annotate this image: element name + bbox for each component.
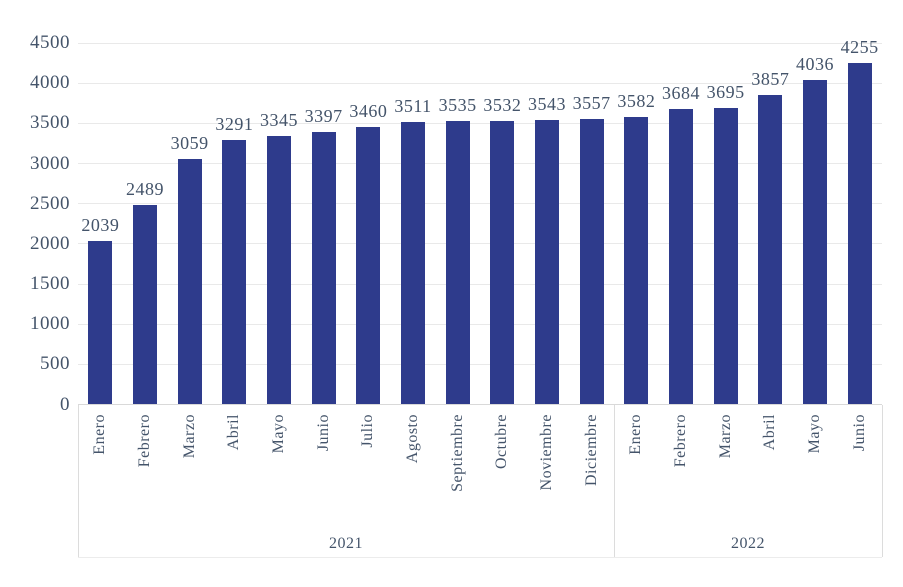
x-category-label: Marzo — [716, 413, 734, 458]
y-tick-label: 2500 — [30, 192, 70, 214]
x-category-label: Agosto — [403, 413, 421, 463]
x-category-label: Marzo — [180, 413, 198, 458]
bar-febrero-1 — [133, 204, 157, 405]
x-category-label: Mayo — [805, 413, 823, 453]
x-category-cell: Mayo — [257, 414, 302, 530]
gridline — [78, 163, 882, 164]
gridline — [78, 203, 882, 205]
bar-value-label: 3291 — [215, 114, 254, 135]
y-tick-label: 1500 — [30, 273, 70, 294]
x-category-label: Septiembre — [448, 413, 466, 492]
x-axis-line — [78, 404, 882, 405]
x-category-label: Enero — [91, 413, 109, 455]
y-tick-label: 1000 — [30, 313, 70, 335]
bar-value-label: 3684 — [662, 82, 700, 103]
axis-table-border — [77, 404, 79, 557]
x-category-cell: Julio — [346, 414, 391, 530]
year-label-2022: 2022 — [731, 534, 765, 552]
gridline — [78, 323, 882, 325]
bar-value-label: 3397 — [304, 105, 343, 126]
bar-agosto-7 — [401, 122, 425, 405]
gridline — [78, 283, 882, 285]
x-category-cell: Abril — [212, 414, 257, 530]
bar-diciembre-11 — [579, 118, 604, 405]
y-tick-label: 500 — [40, 353, 70, 375]
x-category-label: Octubre — [493, 413, 511, 469]
x-category-label: Mayo — [269, 413, 287, 453]
bar-value-label: 4255 — [840, 36, 879, 57]
bar-value-label: 2489 — [126, 178, 164, 199]
bar-value-label: 3460 — [349, 100, 388, 121]
bar-value-label: 3695 — [706, 81, 745, 102]
x-category-cell: Marzo — [703, 414, 748, 530]
bar-febrero-13 — [669, 108, 693, 405]
bar-value-label: 2039 — [81, 214, 120, 235]
x-category-label: Febrero — [671, 413, 689, 467]
axis-table-border — [881, 404, 883, 557]
y-tick-label: 3500 — [30, 112, 70, 134]
bar-mayo-4 — [267, 135, 291, 405]
x-category-cell: Abril — [748, 414, 793, 530]
axis-table-border — [613, 404, 615, 557]
x-category-label: Julio — [359, 413, 377, 448]
bar-value-label: 4036 — [796, 54, 834, 75]
bar-value-label: 3557 — [572, 92, 611, 113]
bar-value-label: 3059 — [170, 132, 209, 153]
bar-octubre-9 — [490, 120, 515, 405]
year-label-2021: 2021 — [329, 534, 363, 552]
bar-junio-17 — [847, 62, 872, 405]
x-category-label: Noviembre — [537, 413, 555, 490]
x-category-cell: Marzo — [167, 414, 212, 530]
gridline — [78, 42, 882, 44]
x-category-label: Junio — [850, 413, 868, 451]
bar-noviembre-10 — [535, 119, 559, 405]
bar-marzo-2 — [177, 158, 202, 405]
gridline — [78, 82, 882, 84]
bar-value-label: 3582 — [617, 90, 656, 111]
gridline — [78, 122, 882, 124]
x-category-cell: Enero — [614, 414, 659, 530]
bar-julio-6 — [356, 126, 381, 405]
bar-value-label: 3543 — [528, 93, 566, 114]
bar-abril-15 — [758, 94, 783, 405]
x-category-cell: Enero — [78, 414, 123, 530]
bar-abril-3 — [222, 140, 247, 405]
x-category-cell: Agosto — [391, 414, 436, 530]
x-category-cell: Diciembre — [569, 414, 614, 530]
x-category-cell: Febrero — [659, 414, 704, 530]
bar-junio-5 — [311, 131, 336, 405]
bar-septiembre-8 — [445, 120, 470, 405]
bar-value-label: 3345 — [260, 109, 298, 130]
x-category-cell: Mayo — [793, 414, 838, 530]
x-category-cell: Febrero — [123, 414, 168, 530]
y-tick-label: 3000 — [30, 152, 70, 174]
x-category-label: Diciembre — [582, 413, 600, 486]
bar-value-label: 3532 — [483, 94, 522, 115]
gridline — [78, 363, 882, 365]
bar-enero-12 — [624, 116, 649, 405]
x-category-cell: Junio — [301, 414, 346, 530]
bar-value-label: 3511 — [394, 96, 432, 117]
y-tick-label: 2000 — [30, 232, 70, 254]
bar-value-label: 3535 — [438, 94, 477, 115]
bar-marzo-14 — [713, 107, 738, 405]
x-category-label: Abril — [761, 413, 779, 450]
x-category-label: Junio — [314, 413, 332, 451]
x-category-label: Abril — [225, 413, 243, 450]
x-category-cell: Junio — [837, 414, 882, 530]
bar-value-label: 3857 — [751, 68, 790, 89]
x-category-cell: Noviembre — [525, 414, 570, 530]
bar-mayo-16 — [803, 80, 827, 405]
x-category-cell: Octubre — [480, 414, 525, 530]
axis-table-bottom-border — [78, 557, 882, 558]
x-category-label: Enero — [627, 413, 645, 455]
x-category-label: Febrero — [135, 413, 153, 467]
y-tick-label: 4000 — [30, 72, 70, 94]
y-tick-label: 0 — [60, 393, 70, 415]
bar-enero-0 — [88, 240, 113, 405]
gridline — [78, 243, 882, 245]
y-tick-label: 4500 — [30, 32, 70, 53]
x-category-cell: Septiembre — [435, 414, 480, 530]
